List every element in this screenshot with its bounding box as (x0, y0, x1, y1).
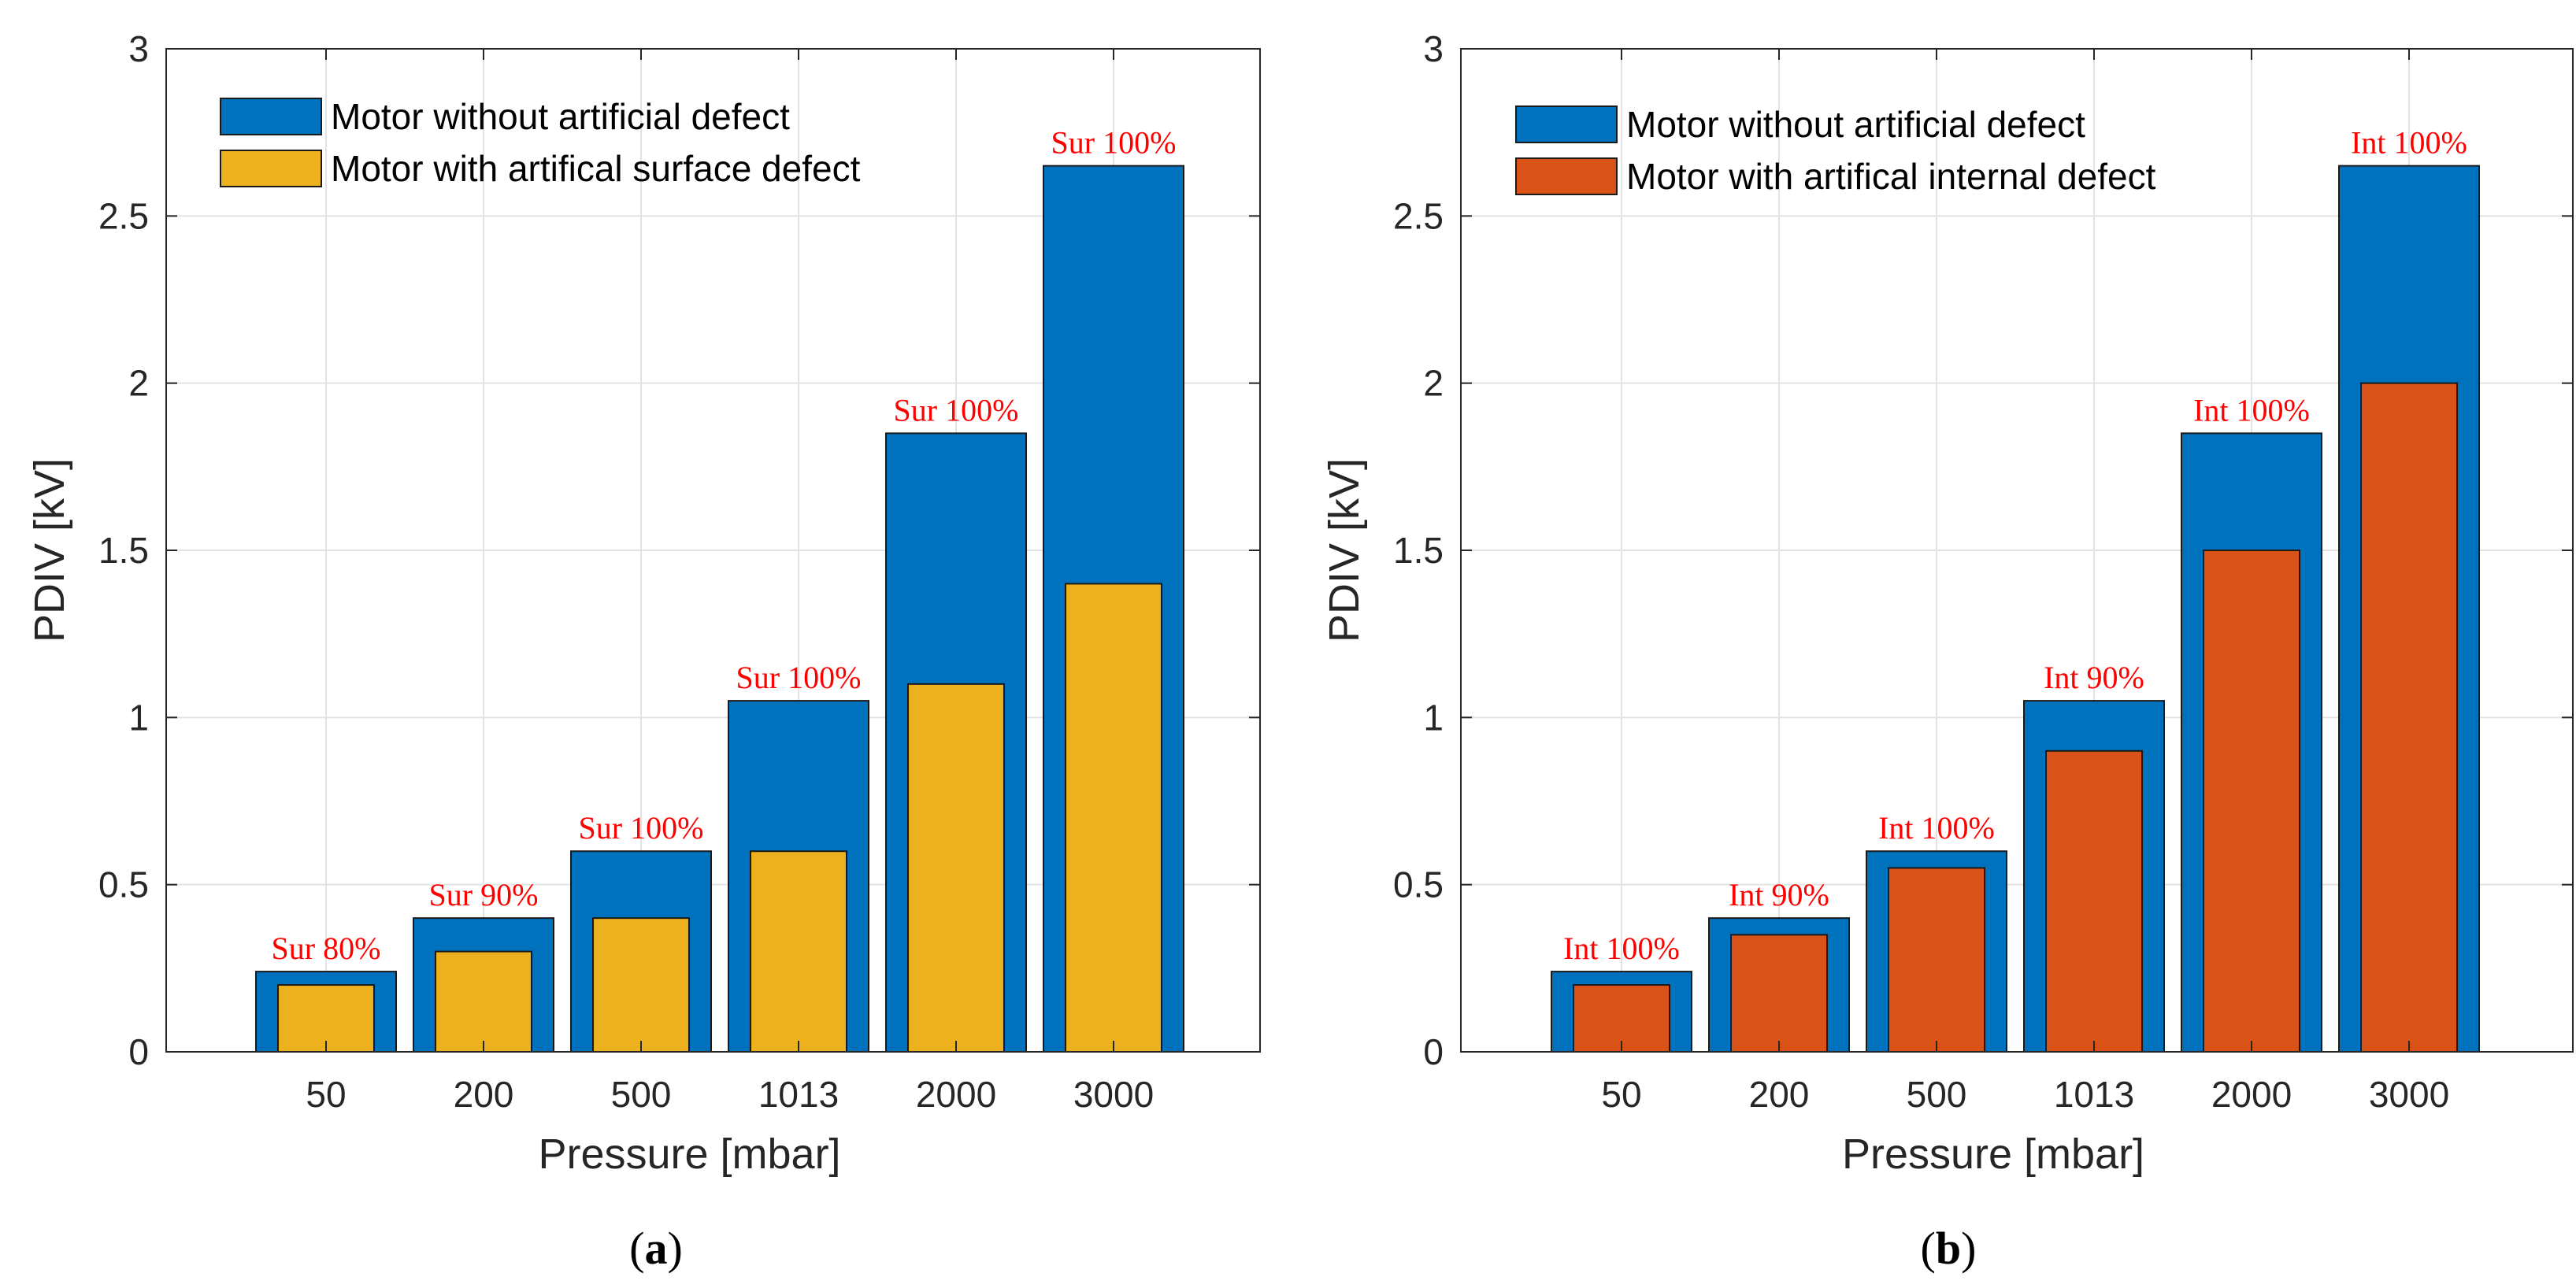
panel-b-xtick-2000: 2000 (2211, 1074, 2292, 1115)
panel-b-annotation-2000: Int 100% (2193, 392, 2310, 427)
panel-a-bar-defect-2000 (907, 683, 1005, 1053)
panel-b-bar-defect-3000 (2360, 382, 2458, 1053)
panel-b-xtick-200: 200 (1749, 1074, 1810, 1115)
panel-a-annotation-3000: Sur 100% (1051, 125, 1177, 161)
panel-b-annotation-50: Int 100% (1563, 931, 1680, 966)
panel-b-xtick-50: 50 (1601, 1074, 1641, 1115)
panel-a-annotation-200: Sur 90% (429, 877, 539, 912)
panel-a-legend-label-1: Motor with artifical surface defect (331, 148, 861, 189)
panel-b-bar-defect-2000 (2203, 550, 2300, 1053)
panel-a-bar-defect-1013 (750, 850, 847, 1053)
panel-a-ytick-label-4: 2 (128, 363, 149, 404)
panel-a-legend-label-0: Motor without artificial defect (331, 96, 790, 137)
panel-a-bar-defect-500 (592, 917, 690, 1053)
panel-a-bar-defect-3000 (1065, 583, 1162, 1053)
panel-b-xtick-3000: 3000 (2369, 1074, 2449, 1115)
panel-b-ytick-label-6: 3 (1423, 28, 1444, 69)
panel-a-xtick-500: 500 (611, 1074, 672, 1115)
panel-a-xtick-2000: 2000 (916, 1074, 996, 1115)
panel-a-ytick-label-5: 2.5 (98, 195, 149, 236)
panel-a-ytick-label-3: 1.5 (98, 530, 149, 571)
panel-a-annotation-500: Sur 100% (579, 810, 704, 846)
panel-b-bar-defect-50 (1573, 984, 1670, 1053)
caption-a: (a) (629, 1223, 683, 1274)
panel-a-ytick-label-6: 3 (128, 28, 149, 69)
panel-b-bar-defect-200 (1730, 934, 1828, 1053)
panel-b-annotation-1013: Int 90% (2044, 660, 2144, 695)
panel-b-legend-swatch-0 (1515, 105, 1618, 143)
panel-a-xtick-1013: 1013 (758, 1074, 839, 1115)
panel-a-annotation-50: Sur 80% (272, 931, 381, 966)
panel-b-bar-defect-500 (1888, 867, 1985, 1053)
panel-b-ytick-label-0: 0 (1423, 1031, 1444, 1072)
panel-b-annotation-500: Int 100% (1878, 810, 1995, 846)
panel-b-ytick-label-5: 2.5 (1393, 195, 1444, 236)
panel-a-legend-swatch-1 (220, 150, 322, 187)
panel-b-ytick-label-3: 1.5 (1393, 530, 1444, 571)
panel-b-annotation-200: Int 90% (1729, 877, 1829, 912)
panel-b-bar-defect-1013 (2045, 749, 2143, 1053)
panel-a-x-axis-label: Pressure [mbar] (538, 1131, 840, 1178)
panel-a-xtick-50: 50 (306, 1074, 346, 1115)
panel-a-ytick-label-0: 0 (128, 1031, 149, 1072)
panel-b-xtick-500: 500 (1907, 1074, 1967, 1115)
panel-a-annotation-1013: Sur 100% (736, 660, 862, 695)
panel-a-ytick-label-1: 0.5 (98, 864, 149, 905)
panel-a-ytick-label-2: 1 (128, 697, 149, 738)
panel-b-legend-label-0: Motor without artificial defect (1626, 104, 2085, 145)
panel-b-x-axis-label: Pressure [mbar] (1842, 1131, 2144, 1178)
panel-a-bar-defect-200 (435, 950, 532, 1053)
panel-b-annotation-3000: Int 100% (2351, 125, 2467, 161)
panel-b-legend-label-1: Motor with artifical internal defect (1626, 156, 2156, 197)
panel-b-legend-swatch-1 (1515, 157, 1618, 195)
caption-b: (b) (1921, 1223, 1977, 1274)
panel-a-legend-swatch-0 (220, 98, 322, 135)
panel-b-ytick-label-1: 0.5 (1393, 864, 1444, 905)
panel-b-xtick-1013: 1013 (2054, 1074, 2134, 1115)
panel-b-ytick-label-4: 2 (1423, 363, 1444, 404)
panel-b-y-axis-label: PDIV [kV] (1321, 458, 1368, 642)
panel-b-ytick-label-2: 1 (1423, 697, 1444, 738)
panel-a-y-axis-label: PDIV [kV] (26, 458, 73, 642)
panel-a-annotation-2000: Sur 100% (894, 392, 1019, 427)
panel-a-xtick-200: 200 (454, 1074, 514, 1115)
panel-a-xtick-3000: 3000 (1073, 1074, 1154, 1115)
